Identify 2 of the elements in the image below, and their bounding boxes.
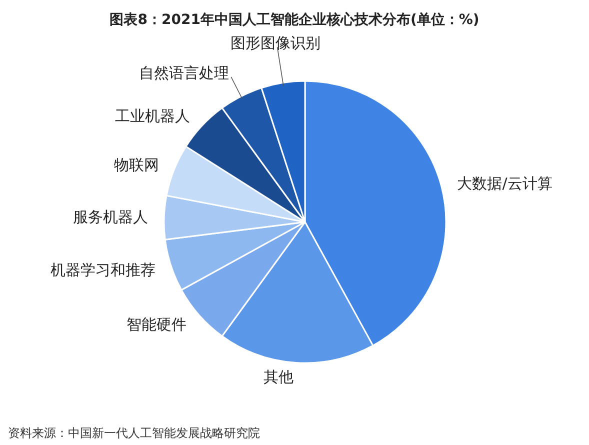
annotation: 资料来源：中国新一代人工智能发展战略研究院 [8,426,260,440]
title: 图表8：2021年中国人工智能企业核心技术分布(单位：%) [110,12,480,28]
